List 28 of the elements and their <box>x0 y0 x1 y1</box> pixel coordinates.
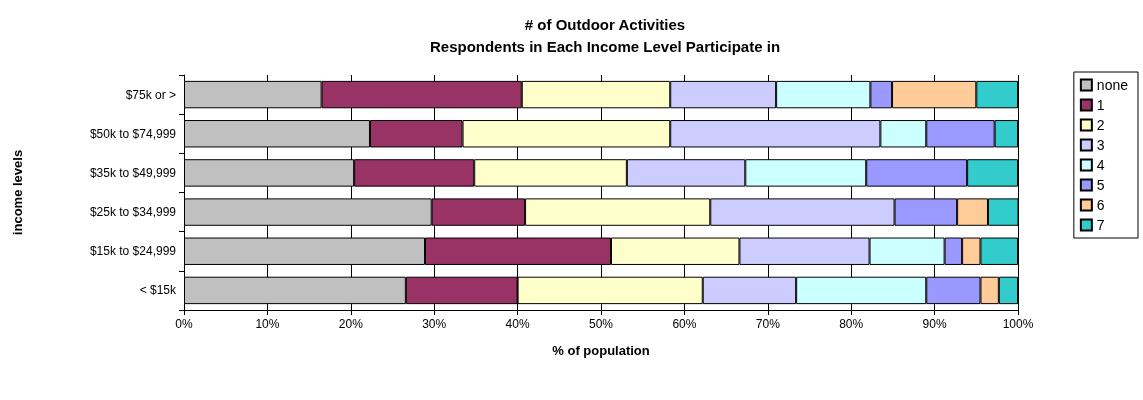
legend-label: 3 <box>1096 137 1105 153</box>
x-tick-label: 90% <box>922 317 947 331</box>
legend-label: 1 <box>1096 97 1105 113</box>
chart-title: # of Outdoor Activities Respondents in Each Income Level Participate in <box>429 15 781 55</box>
x-axis-title: % of population <box>552 343 650 358</box>
y-tick-label: $75k or > <box>125 87 176 102</box>
y-tick-label: $50k to $74,999 <box>89 126 177 141</box>
y-tick-label: < $15k <box>139 283 177 298</box>
x-tick-label: 70% <box>755 317 781 331</box>
y-tick-label: $15k to $24,999 <box>89 244 177 259</box>
legend-label: 7 <box>1096 217 1105 233</box>
legend-label: 2 <box>1096 117 1105 133</box>
x-tick-label: 50% <box>588 317 614 331</box>
legend-label: none <box>1096 77 1129 93</box>
legend-label: 6 <box>1096 197 1105 213</box>
x-tick-label: 20% <box>338 317 364 331</box>
x-tick-label: 60% <box>672 317 697 331</box>
legend-label: 5 <box>1096 177 1105 193</box>
y-tick-label: $25k to $34,999 <box>89 205 177 220</box>
x-tick-label: 40% <box>505 317 530 331</box>
x-tick-label: 80% <box>839 317 864 331</box>
legend-label: 4 <box>1096 157 1105 173</box>
x-tick-label: 10% <box>255 317 280 331</box>
y-tick-label: $35k to $49,999 <box>89 165 177 180</box>
x-tick-label: 0% <box>175 317 193 331</box>
y-axis-title: income levels <box>10 149 25 236</box>
x-tick-label: 30% <box>422 317 447 331</box>
x-tick-label: 100% <box>1002 317 1034 331</box>
